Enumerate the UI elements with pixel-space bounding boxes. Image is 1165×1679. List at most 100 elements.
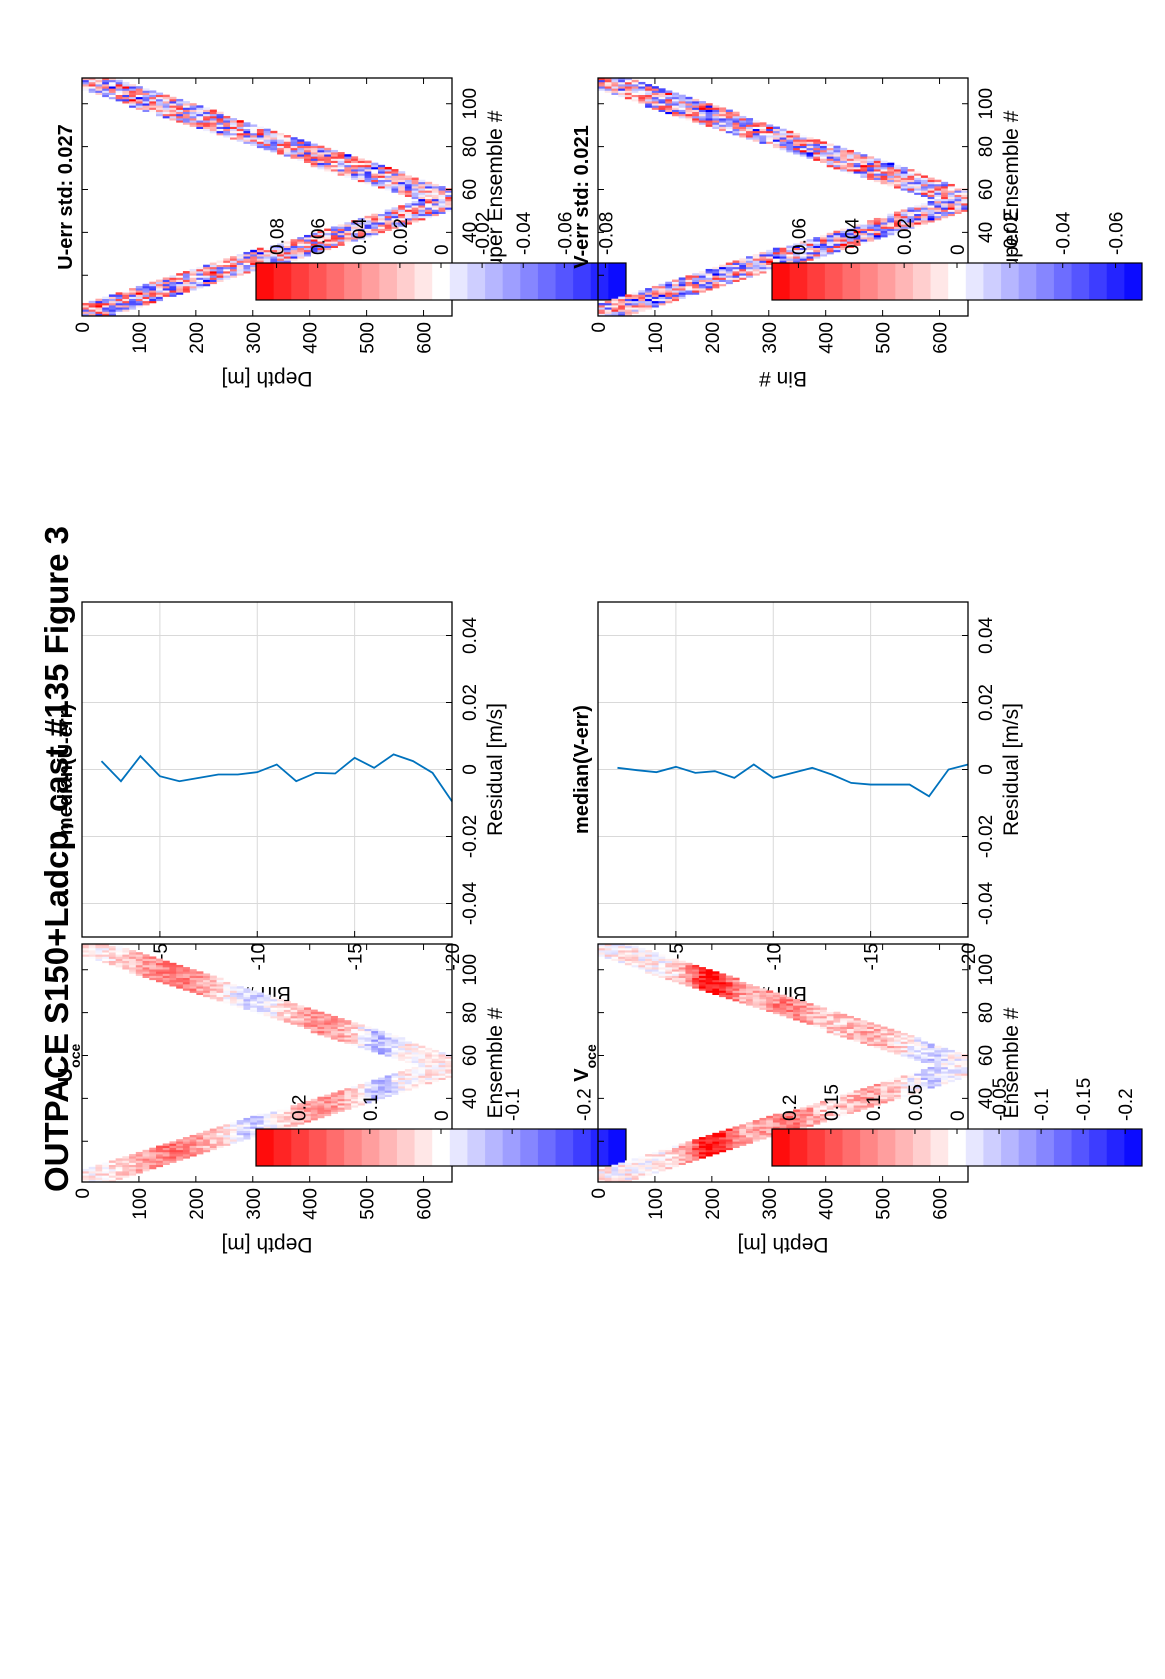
heatmap-cell — [772, 251, 780, 255]
v_oce-xlabel: Ensemble # — [1000, 1007, 1023, 1118]
heatmap-cell — [324, 1024, 332, 1027]
heatmap-cell — [129, 105, 137, 108]
heatmap-cell — [256, 998, 264, 1002]
heatmap-cell — [846, 239, 854, 242]
heatmap-cell — [846, 226, 854, 229]
heatmap-cell — [887, 173, 895, 176]
heatmap-cell — [624, 305, 632, 308]
heatmap-cell — [418, 1066, 426, 1070]
heatmap-cell — [176, 1145, 184, 1148]
heatmap-cell — [102, 1162, 110, 1165]
heatmap-cell — [270, 251, 278, 255]
heatmap-cell — [216, 1134, 224, 1138]
heatmap-cell — [820, 1117, 828, 1121]
heatmap-cell — [102, 90, 110, 93]
heatmap-cell — [954, 1064, 962, 1068]
colorbar-tick-label: -0.08 — [596, 212, 617, 255]
heatmap-cell — [357, 1103, 365, 1106]
heatmap-cell — [310, 243, 318, 246]
heatmap-cell — [672, 92, 680, 95]
heatmap-cell — [411, 177, 419, 180]
heatmap-cell — [840, 1094, 848, 1097]
heatmap-cell — [351, 1032, 359, 1036]
colorbar-swatch — [344, 1129, 363, 1166]
heatmap-cell — [156, 285, 164, 289]
heatmap-cell — [82, 1175, 90, 1178]
heatmap-cell — [364, 220, 372, 223]
heatmap-cell — [404, 1052, 412, 1055]
heatmap-cell — [256, 254, 264, 257]
heatmap-cell — [826, 1011, 834, 1015]
heatmap-cell — [236, 1134, 244, 1138]
heatmap-cell — [806, 1113, 814, 1117]
heatmap-cell — [685, 101, 693, 104]
heatmap-cell — [692, 973, 700, 976]
heatmap-cell — [250, 990, 258, 993]
heatmap-cell — [873, 224, 881, 227]
heatmap-cell — [887, 1039, 895, 1042]
heatmap-cell — [162, 98, 170, 102]
heatmap-cell — [337, 1020, 345, 1023]
heatmap-cell — [793, 1115, 801, 1119]
heatmap-cell — [887, 164, 895, 168]
heatmap-cell — [182, 101, 190, 104]
heatmap-cell — [705, 971, 713, 974]
colorbar-tick-label: 0 — [432, 244, 453, 255]
heatmap-cell — [398, 1052, 406, 1055]
heatmap-cell — [705, 981, 713, 985]
heatmap-cell — [297, 1018, 305, 1021]
heatmap-cell — [129, 1160, 137, 1163]
heatmap-cell — [833, 249, 841, 253]
heatmap-cell — [698, 977, 706, 981]
heatmap-cell — [398, 1090, 406, 1093]
heatmap-cell — [357, 1096, 365, 1100]
heatmap-cell — [122, 1164, 130, 1168]
heatmap-cell — [304, 1026, 312, 1029]
heatmap-cell — [954, 1075, 962, 1078]
heatmap-cell — [156, 107, 164, 110]
heatmap-cell — [894, 1083, 902, 1087]
heatmap-cell — [391, 207, 399, 210]
heatmap-cell — [658, 103, 666, 106]
heatmap-cell — [162, 960, 170, 964]
heatmap-cell — [324, 237, 332, 240]
heatmap-cell — [411, 1045, 419, 1049]
heatmap-cell — [270, 143, 278, 146]
heatmap-cell — [411, 213, 419, 217]
heatmap-cell — [209, 266, 217, 270]
heatmap-cell — [223, 1001, 231, 1004]
heatmap-cell — [236, 256, 244, 259]
heatmap-cell — [867, 1098, 875, 1102]
heatmap-cell — [853, 232, 861, 236]
heatmap-cell — [169, 1141, 177, 1144]
heatmap-cell — [772, 1120, 780, 1123]
heatmap-cell — [692, 975, 700, 978]
heatmap-cell — [223, 981, 231, 985]
heatmap-cell — [934, 1045, 942, 1049]
heatmap-cell — [243, 128, 251, 132]
heatmap-cell — [391, 213, 399, 217]
heatmap-cell — [779, 260, 787, 263]
heatmap-cell — [645, 1173, 653, 1176]
heatmap-cell — [156, 113, 164, 117]
heatmap-cell — [384, 1039, 392, 1042]
heatmap-cell — [290, 239, 298, 242]
heatmap-cell — [156, 971, 164, 974]
heatmap-cell — [196, 122, 204, 125]
heatmap-cell — [598, 950, 606, 953]
heatmap-cell — [752, 1128, 760, 1131]
heatmap-cell — [638, 96, 646, 100]
heatmap-cell — [189, 969, 197, 972]
heatmap-cell — [746, 994, 754, 998]
heatmap-cell — [813, 1022, 821, 1025]
heatmap-cell — [317, 1103, 325, 1106]
heatmap-cell — [618, 1168, 626, 1172]
heatmap-cell — [685, 969, 693, 972]
heatmap-cell — [270, 145, 278, 149]
heatmap-cell — [833, 1098, 841, 1102]
heatmap-cell — [934, 179, 942, 183]
heatmap-cell — [223, 122, 231, 125]
heatmap-cell — [947, 1075, 955, 1078]
heatmap-cell — [907, 217, 915, 221]
heatmap-cell — [826, 245, 834, 248]
